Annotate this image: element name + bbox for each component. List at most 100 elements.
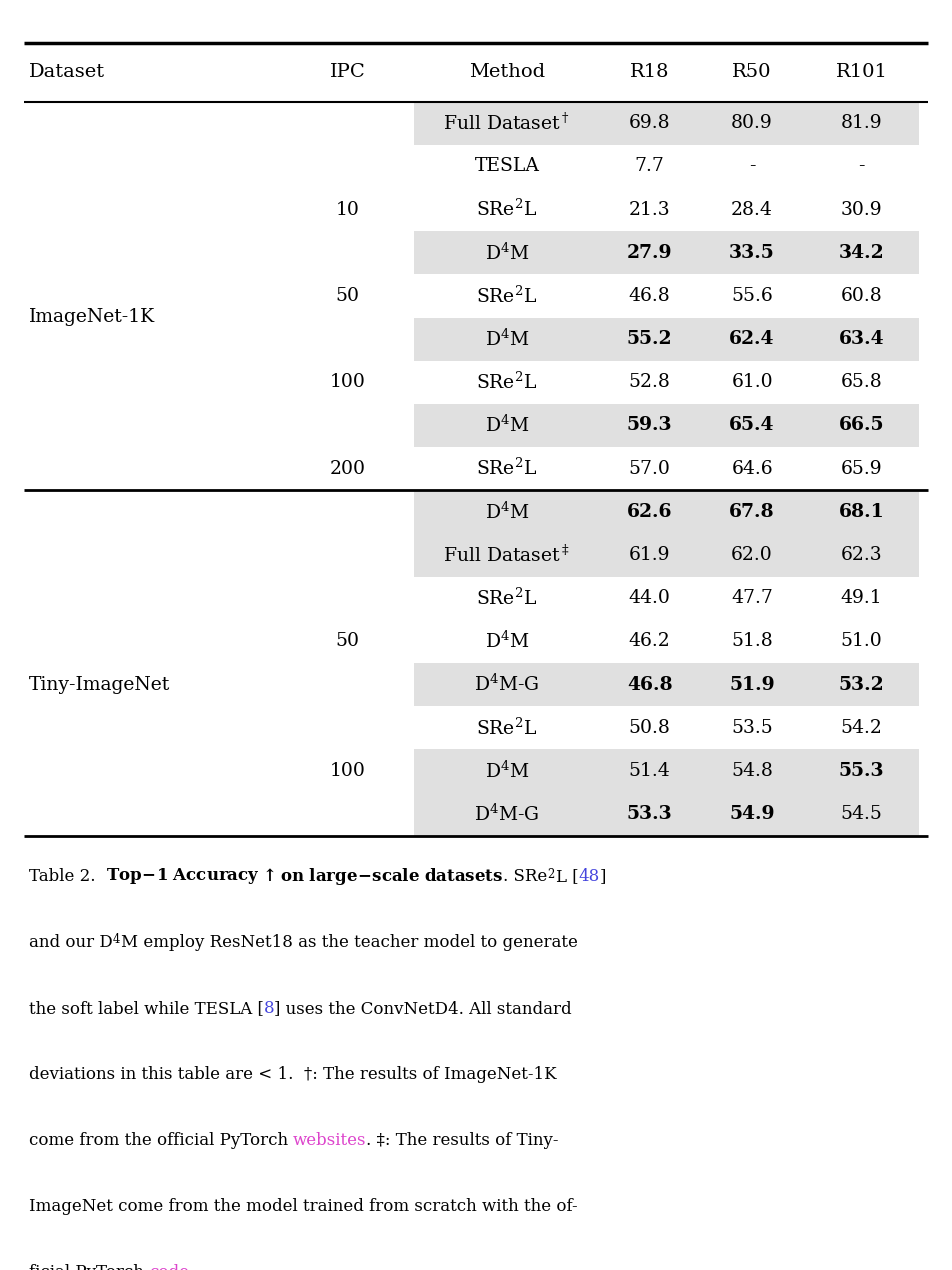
Text: D$^4$M: D$^4$M	[485, 761, 529, 781]
Text: 53.3: 53.3	[626, 805, 673, 823]
Text: SRe$^2$L: SRe$^2$L	[476, 588, 538, 608]
Text: 30.9: 30.9	[841, 201, 883, 218]
Text: SRe$^2$L: SRe$^2$L	[476, 286, 538, 306]
Text: 55.3: 55.3	[839, 762, 884, 780]
Text: Table 2.: Table 2.	[29, 867, 106, 885]
Text: 64.6: 64.6	[731, 460, 773, 478]
Text: and our D: and our D	[29, 933, 112, 951]
Text: 60.8: 60.8	[841, 287, 883, 305]
Text: . ‡: The results of Tiny-: . ‡: The results of Tiny-	[367, 1132, 559, 1149]
Text: R18: R18	[630, 64, 669, 81]
Text: 62.0: 62.0	[731, 546, 773, 564]
Bar	[414, 231, 919, 274]
Text: 61.9: 61.9	[629, 546, 670, 564]
Text: 51.4: 51.4	[629, 762, 670, 780]
Text: 54.8: 54.8	[731, 762, 773, 780]
Text: 100: 100	[329, 762, 366, 780]
Text: SRe$^2$L: SRe$^2$L	[476, 718, 538, 738]
Text: -: -	[859, 157, 864, 175]
Text: 59.3: 59.3	[627, 417, 672, 434]
Bar	[414, 533, 919, 577]
Text: 51.0: 51.0	[841, 632, 883, 650]
Text: TESLA: TESLA	[474, 157, 540, 175]
Text: -: -	[749, 157, 755, 175]
Text: 7.7: 7.7	[635, 157, 664, 175]
Text: 46.8: 46.8	[627, 676, 672, 693]
Text: Full Dataset$^\ddagger$: Full Dataset$^\ddagger$	[444, 545, 570, 565]
Text: 48: 48	[579, 867, 600, 885]
Text: 65.9: 65.9	[841, 460, 883, 478]
Text: ] uses the ConvNetD4. All standard: ] uses the ConvNetD4. All standard	[274, 999, 572, 1017]
Text: 10: 10	[335, 201, 360, 218]
Text: SRe$^2$L: SRe$^2$L	[476, 372, 538, 392]
Text: deviations in this table are < 1.  †: The results of ImageNet-1K: deviations in this table are < 1. †: The…	[29, 1066, 556, 1083]
Text: 33.5: 33.5	[729, 244, 775, 262]
Text: 50: 50	[335, 632, 360, 650]
Text: 44.0: 44.0	[629, 589, 670, 607]
Text: 28.4: 28.4	[731, 201, 773, 218]
Text: 51.8: 51.8	[731, 632, 773, 650]
Text: 80.9: 80.9	[731, 114, 773, 132]
Text: M employ ResNet18 as the teacher model to generate: M employ ResNet18 as the teacher model t…	[121, 933, 578, 951]
Text: Tiny-ImageNet: Tiny-ImageNet	[29, 676, 169, 693]
Text: 63.4: 63.4	[839, 330, 884, 348]
Text: R50: R50	[732, 64, 772, 81]
Bar	[414, 404, 919, 447]
Text: $\bf{Top\!-\!1\ Accuracy}$: $\bf{Top\!-\!1\ Accuracy}$	[106, 866, 259, 886]
Text: 61.0: 61.0	[731, 373, 773, 391]
Text: 46.8: 46.8	[629, 287, 670, 305]
Text: 54.9: 54.9	[729, 805, 775, 823]
Text: 54.5: 54.5	[841, 805, 883, 823]
Text: ]: ]	[600, 867, 606, 885]
Text: IPC: IPC	[329, 64, 366, 81]
Text: $\bf{\ on\ large\!-\!scale\ datasets}$: $\bf{\ on\ large\!-\!scale\ datasets}$	[275, 866, 504, 886]
Text: D$^4$M-G: D$^4$M-G	[474, 674, 540, 695]
Text: Dataset: Dataset	[29, 64, 105, 81]
Text: 62.3: 62.3	[841, 546, 883, 564]
Text: 34.2: 34.2	[839, 244, 884, 262]
Text: 81.9: 81.9	[841, 114, 883, 132]
Bar	[414, 102, 919, 145]
Text: 52.8: 52.8	[629, 373, 670, 391]
Text: D$^4$M: D$^4$M	[485, 502, 529, 522]
Text: R101: R101	[836, 64, 887, 81]
Text: 65.8: 65.8	[841, 373, 883, 391]
Text: 57.0: 57.0	[629, 460, 670, 478]
Text: 65.4: 65.4	[729, 417, 775, 434]
Text: 53.5: 53.5	[731, 719, 773, 737]
Text: the soft label while TESLA [: the soft label while TESLA [	[29, 999, 264, 1017]
Text: 46.2: 46.2	[629, 632, 670, 650]
Text: $^4$: $^4$	[112, 933, 121, 951]
Bar	[414, 318, 919, 361]
Text: ImageNet-1K: ImageNet-1K	[29, 309, 154, 326]
Text: . SRe: . SRe	[504, 867, 547, 885]
Text: $^2$: $^2$	[547, 867, 556, 885]
Text: 62.4: 62.4	[729, 330, 775, 348]
Text: 55.6: 55.6	[731, 287, 773, 305]
Text: 66.5: 66.5	[839, 417, 884, 434]
Text: come from the official PyTorch: come from the official PyTorch	[29, 1132, 293, 1149]
Text: ImageNet come from the model trained from scratch with the of-: ImageNet come from the model trained fro…	[29, 1198, 577, 1215]
Text: .: .	[188, 1264, 194, 1270]
Bar	[414, 749, 919, 792]
Text: 50: 50	[335, 287, 360, 305]
Text: SRe$^2$L: SRe$^2$L	[476, 458, 538, 479]
Text: 51.9: 51.9	[729, 676, 775, 693]
Text: 53.2: 53.2	[839, 676, 884, 693]
Text: L [: L [	[556, 867, 579, 885]
Text: 54.2: 54.2	[841, 719, 883, 737]
Text: D$^4$M-G: D$^4$M-G	[474, 804, 540, 824]
Text: code: code	[149, 1264, 188, 1270]
Bar	[414, 663, 919, 706]
Bar	[414, 792, 919, 836]
Text: 68.1: 68.1	[839, 503, 884, 521]
Text: 8: 8	[264, 999, 274, 1017]
Text: 27.9: 27.9	[627, 244, 672, 262]
Bar	[414, 490, 919, 533]
Text: 62.6: 62.6	[627, 503, 672, 521]
Text: D$^4$M: D$^4$M	[485, 415, 529, 436]
Text: D$^4$M: D$^4$M	[485, 243, 529, 263]
Text: Full Dataset$^\dagger$: Full Dataset$^\dagger$	[444, 113, 570, 133]
Text: $\bf{\uparrow}$: $\bf{\uparrow}$	[259, 867, 275, 885]
Text: 100: 100	[329, 373, 366, 391]
